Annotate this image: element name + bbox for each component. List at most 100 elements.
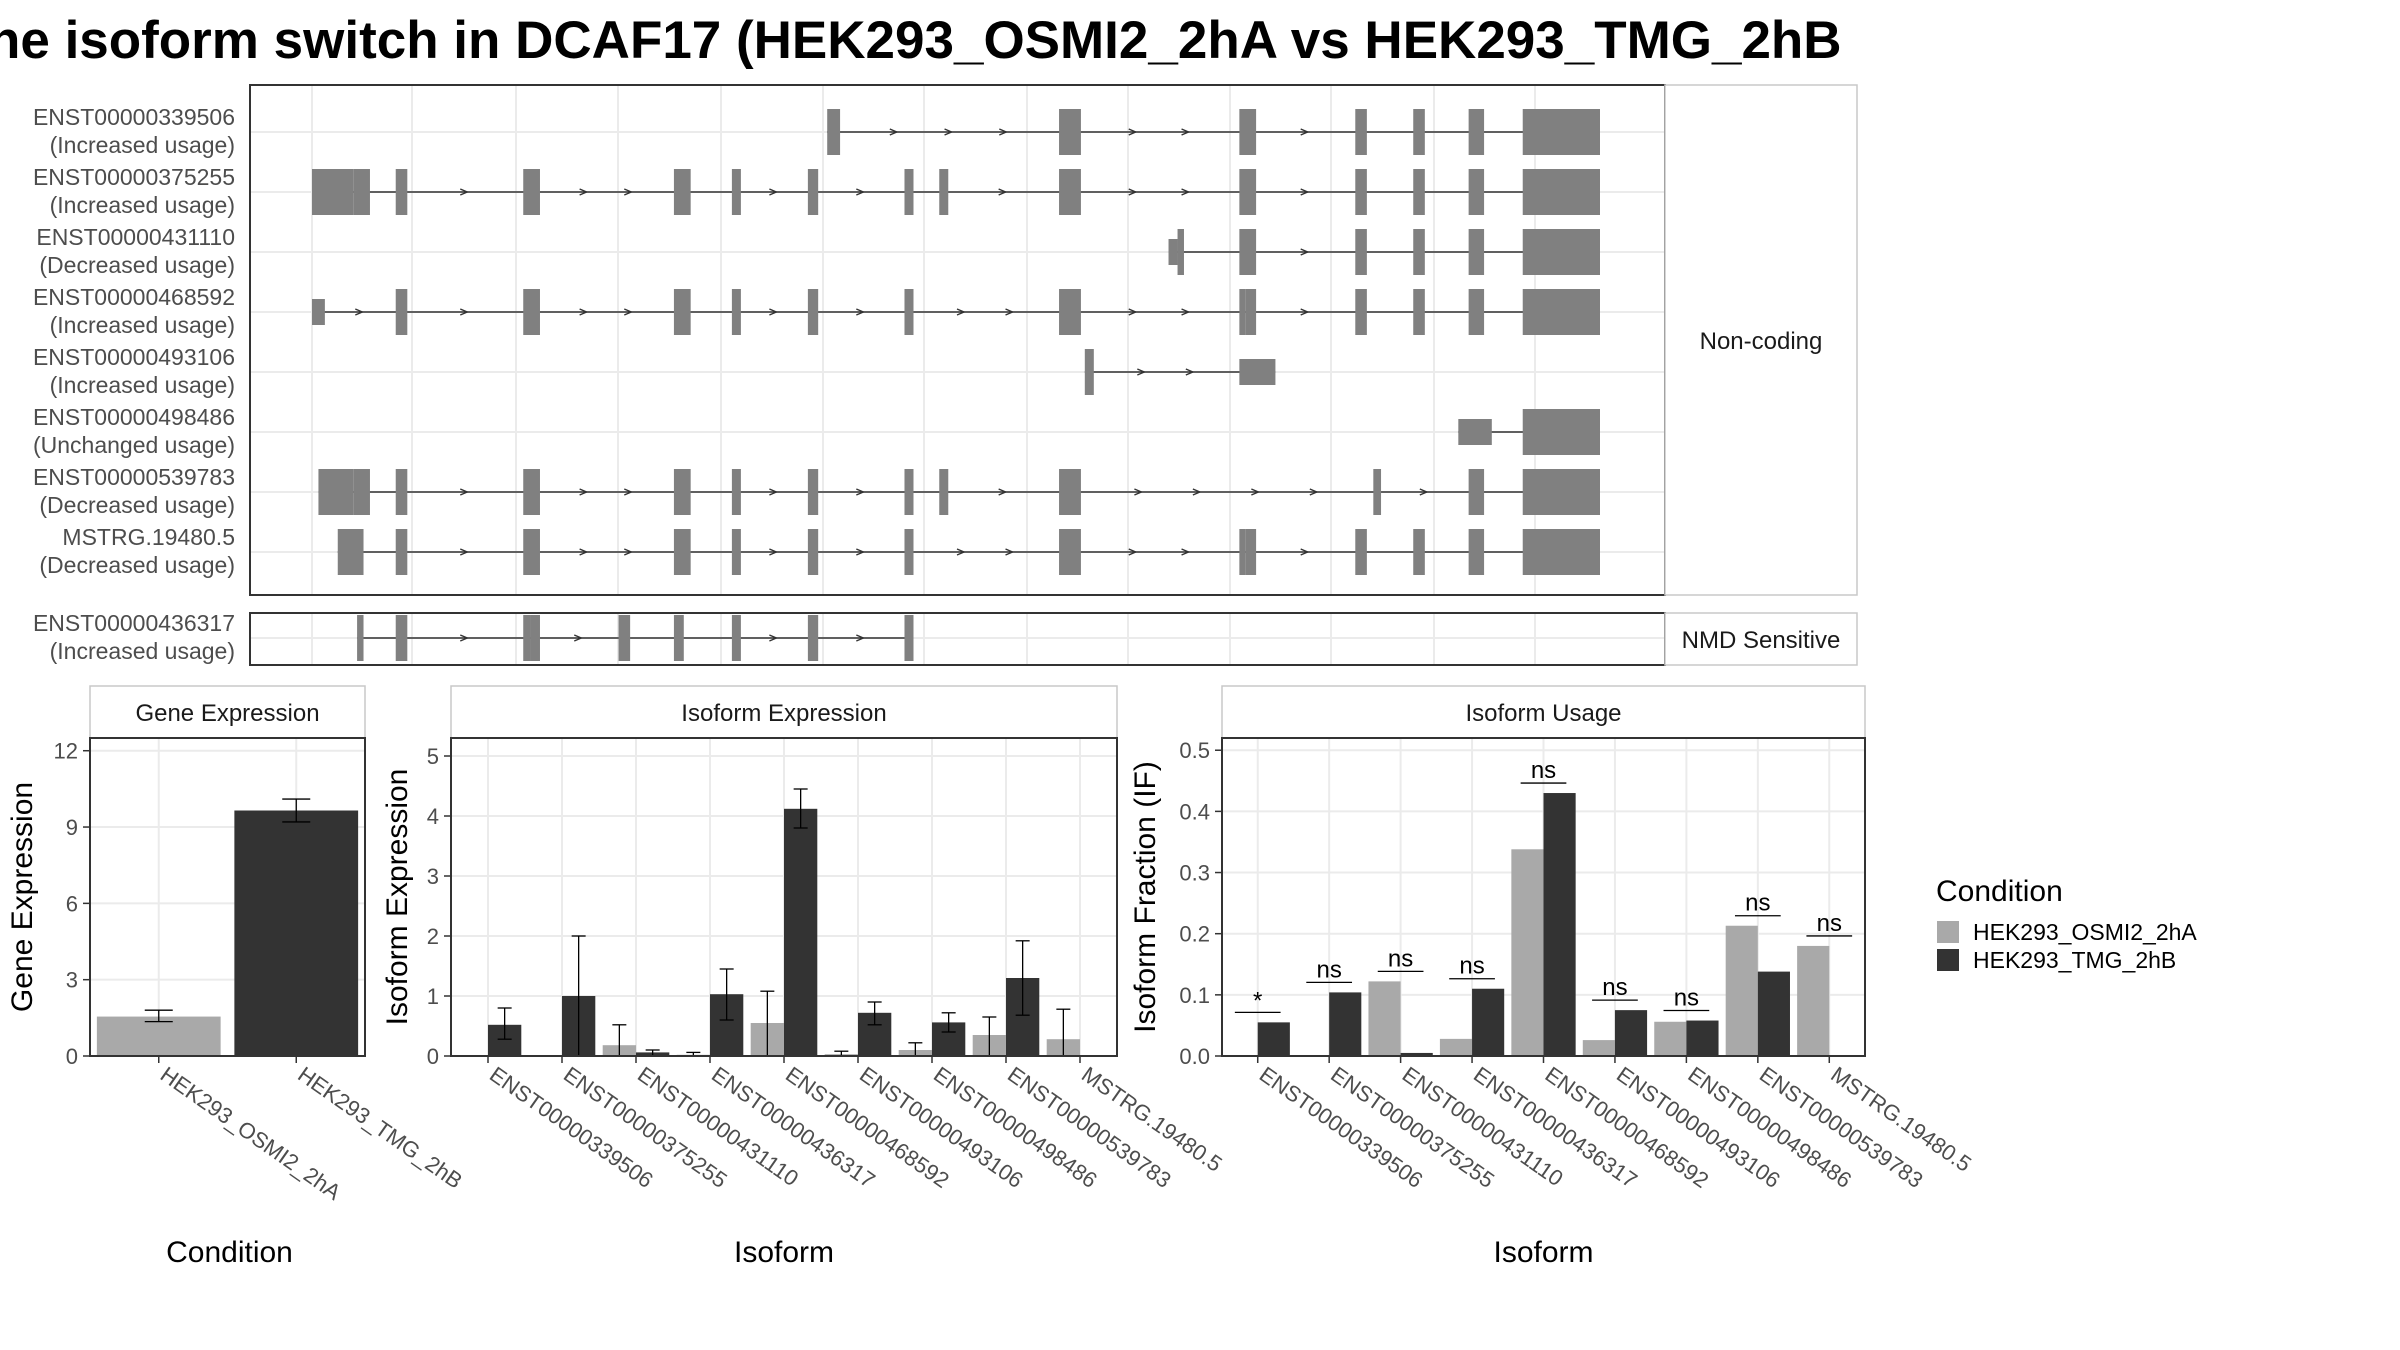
- exon-block: [673, 615, 680, 661]
- intron-arrow: [579, 308, 589, 316]
- significance-label: ns: [1459, 953, 1484, 980]
- intron-arrow: [579, 188, 589, 196]
- y-tick-label: 1: [427, 984, 439, 1009]
- intron-arrow: [573, 634, 584, 642]
- exon-block: [673, 169, 691, 215]
- y-tick-label: 9: [66, 815, 78, 840]
- intron-arrow: [459, 548, 470, 556]
- intron-arrow: [769, 308, 779, 316]
- plot-frame: [89, 737, 366, 1057]
- intron-arrow: [856, 308, 866, 316]
- facet-strip: [1664, 612, 1858, 666]
- exon-block: [523, 169, 540, 215]
- intron-arrow: [624, 188, 634, 196]
- exon-block: [1245, 529, 1257, 575]
- x-axis-title: Condition: [166, 1236, 293, 1269]
- exon-block: [904, 169, 914, 215]
- panel-strip-title: Isoform Usage: [1465, 700, 1621, 727]
- intron-arrow: [459, 634, 470, 642]
- intron-arrow: [459, 488, 470, 496]
- exon-block: [395, 169, 408, 215]
- exon-block: [312, 169, 354, 215]
- intron-arrow: [579, 488, 589, 496]
- transcript-structure-panel: ENST00000339506(Increased usage)ENST0000…: [33, 84, 1858, 666]
- exon-block: [1468, 229, 1485, 275]
- exon-block: [523, 289, 540, 335]
- isoform-row-usage: (Increased usage): [50, 132, 235, 158]
- intron-arrow: [769, 188, 779, 196]
- legend-swatch: [1937, 949, 1959, 971]
- intron-arrow: [1192, 488, 1202, 496]
- bar: [1725, 925, 1758, 1056]
- exon-block: [1468, 469, 1485, 515]
- intron-arrow: [889, 128, 899, 136]
- exon-block: [827, 109, 841, 155]
- exon-block: [939, 469, 949, 515]
- intron-arrow: [1300, 548, 1310, 556]
- intron-arrow: [956, 308, 966, 316]
- isoform-row-usage: (Increased usage): [50, 372, 235, 398]
- exon-block: [523, 529, 540, 575]
- isoform-row-usage: (Increased usage): [50, 638, 235, 664]
- bar: [1614, 1010, 1648, 1056]
- exon-block: [1522, 169, 1600, 215]
- intron-arrow: [1300, 308, 1310, 316]
- bar: [1368, 981, 1401, 1056]
- exon-block: [1177, 229, 1184, 275]
- intron-arrow: [459, 308, 470, 316]
- exon-block: [395, 529, 408, 575]
- bar: [1686, 1020, 1719, 1056]
- exon-block: [1239, 289, 1246, 335]
- intron-arrow: [1128, 548, 1138, 556]
- intron-arrow: [1128, 128, 1138, 136]
- exon-block: [337, 529, 364, 575]
- intron-arrow: [1128, 188, 1138, 196]
- isoform-row-usage: (Increased usage): [50, 192, 235, 218]
- significance-label: *: [1253, 987, 1262, 1014]
- exon-block: [1059, 289, 1081, 335]
- bar: [784, 808, 818, 1056]
- intron-arrow: [459, 188, 470, 196]
- isoform-row-name: ENST00000498486: [33, 404, 235, 430]
- intron-arrow: [579, 548, 589, 556]
- exon-block: [1373, 469, 1382, 515]
- intron-arrow: [856, 188, 866, 196]
- exon-block: [1413, 289, 1425, 335]
- exon-block: [731, 529, 741, 575]
- bar: [1797, 945, 1830, 1056]
- intron-arrow: [1300, 248, 1310, 256]
- intron-arrow: [998, 488, 1008, 496]
- bar: [1654, 1021, 1687, 1056]
- exon-block: [807, 169, 819, 215]
- intron-arrow: [1128, 308, 1138, 316]
- exon-block: [904, 469, 914, 515]
- exon-block: [904, 289, 914, 335]
- exon-block: [395, 469, 408, 515]
- significance-label: ns: [1745, 890, 1770, 917]
- exon-block: [1413, 529, 1425, 575]
- bar: [1439, 1038, 1473, 1056]
- exon-block: [1468, 169, 1485, 215]
- bar: [1543, 793, 1576, 1056]
- intron-arrow: [856, 488, 866, 496]
- intron-arrow: [1251, 488, 1261, 496]
- exon-block: [1355, 289, 1367, 335]
- exon-block: [1522, 289, 1600, 335]
- exon-block: [731, 469, 741, 515]
- panel-strip: [450, 685, 1118, 739]
- y-tick-label: 6: [66, 891, 78, 916]
- panel-strip-title: Gene Expression: [135, 700, 319, 727]
- intron-arrow: [769, 634, 779, 642]
- intron-arrow: [1005, 308, 1015, 316]
- intron-arrow: [1137, 368, 1147, 376]
- intron-arrow: [1185, 368, 1195, 376]
- exon-block: [1413, 109, 1425, 155]
- exon-block: [1059, 469, 1081, 515]
- significance-label: ns: [1316, 956, 1341, 983]
- significance-label: ns: [1388, 945, 1413, 972]
- exon-block: [312, 299, 325, 325]
- exon-block: [1468, 289, 1485, 335]
- intron-arrow: [624, 548, 634, 556]
- intron-arrow: [624, 488, 634, 496]
- exon-block: [807, 469, 819, 515]
